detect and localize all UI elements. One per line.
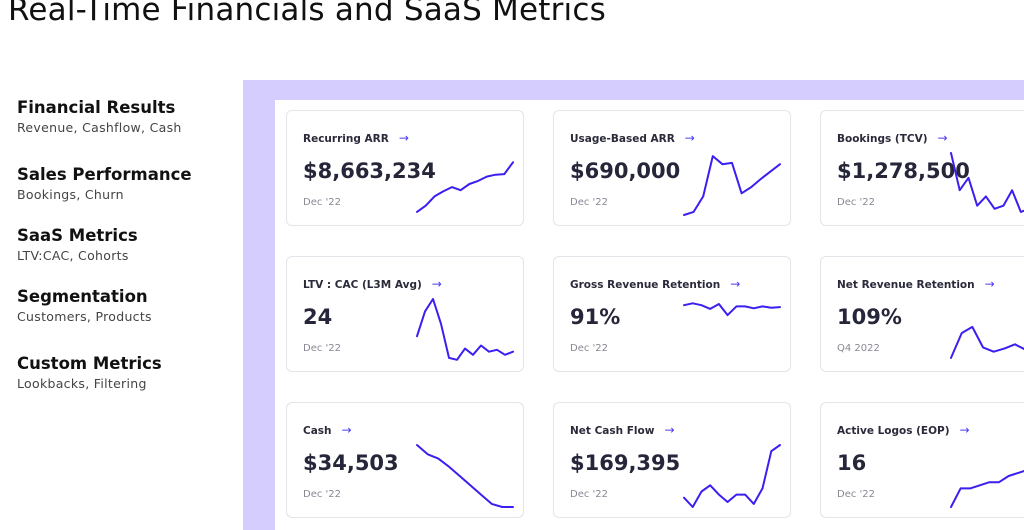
sparkline	[950, 152, 1024, 213]
metric-card[interactable]: Bookings (TCV) → $1,278,500 Dec '22	[820, 110, 1024, 226]
arrow-right-icon[interactable]: →	[398, 131, 409, 145]
card-title-text: Usage-Based ARR	[570, 133, 675, 145]
arrow-right-icon[interactable]: →	[959, 423, 970, 437]
sparkline-chart	[683, 302, 781, 317]
sparkline-chart	[416, 161, 514, 213]
arrow-right-icon[interactable]: →	[664, 423, 675, 437]
page-title: Real-Time Financials and SaaS Metrics	[8, 0, 606, 28]
card-value: 91%	[570, 305, 621, 329]
sparkline	[416, 161, 514, 213]
card-title-text: Cash	[303, 425, 332, 437]
arrow-right-icon[interactable]: →	[984, 277, 995, 291]
arrow-right-icon[interactable]: →	[937, 131, 948, 145]
arrow-right-icon[interactable]: →	[730, 277, 741, 291]
card-title[interactable]: Bookings (TCV) →	[837, 131, 948, 145]
card-title[interactable]: Cash →	[303, 423, 352, 437]
metric-card[interactable]: Active Logos (EOP) → 16 Dec '22	[820, 402, 1024, 518]
card-title-text: Active Logos (EOP)	[837, 425, 950, 437]
card-title-text: Net Revenue Retention	[837, 279, 975, 291]
nav-item-custom-metrics[interactable]: Custom Metrics Lookbacks, Filtering	[17, 354, 162, 391]
nav-heading: SaaS Metrics	[17, 226, 138, 245]
nav-subtitle: Customers, Products	[17, 309, 152, 324]
card-value: 16	[837, 451, 867, 475]
card-date: Dec '22	[303, 489, 342, 500]
sparkline-chart	[950, 325, 1024, 359]
nav-subtitle: Lookbacks, Filtering	[17, 376, 147, 391]
sparkline	[683, 155, 781, 216]
card-title-text: Net Cash Flow	[570, 425, 655, 437]
nav-subtitle: LTV:CAC, Cohorts	[17, 248, 129, 263]
sparkline	[950, 325, 1024, 359]
nav-item-financial-results[interactable]: Financial Results Revenue, Cashflow, Cas…	[17, 98, 182, 135]
sparkline	[950, 469, 1024, 508]
metric-card[interactable]: LTV : CAC (L3M Avg) → 24 Dec '22	[286, 256, 524, 372]
arrow-right-icon[interactable]: →	[684, 131, 695, 145]
metric-card[interactable]: Usage-Based ARR → $690,000 Dec '22	[553, 110, 791, 226]
sparkline	[683, 302, 781, 317]
card-value: $8,663,234	[303, 159, 436, 183]
card-date: Dec '22	[837, 489, 876, 500]
card-title[interactable]: Net Cash Flow →	[570, 423, 675, 437]
card-title[interactable]: Net Revenue Retention →	[837, 277, 995, 291]
card-title[interactable]: Usage-Based ARR →	[570, 131, 695, 145]
card-date: Dec '22	[303, 343, 342, 354]
sparkline-chart	[683, 155, 781, 216]
card-title-text: Recurring ARR	[303, 133, 389, 145]
sparkline-chart	[683, 444, 781, 508]
metric-card[interactable]: Recurring ARR → $8,663,234 Dec '22	[286, 110, 524, 226]
nav-item-sales-performance[interactable]: Sales Performance Bookings, Churn	[17, 165, 192, 202]
nav-heading: Custom Metrics	[17, 354, 162, 373]
nav-heading: Segmentation	[17, 287, 148, 306]
metric-card[interactable]: Cash → $34,503 Dec '22	[286, 402, 524, 518]
nav-item-saas-metrics[interactable]: SaaS Metrics LTV:CAC, Cohorts	[17, 226, 138, 263]
card-title[interactable]: Active Logos (EOP) →	[837, 423, 970, 437]
metric-card[interactable]: Net Cash Flow → $169,395 Dec '22	[553, 402, 791, 518]
card-title-text: Gross Revenue Retention	[570, 279, 721, 291]
metric-card[interactable]: Gross Revenue Retention → 91% Dec '22	[553, 256, 791, 372]
sparkline-chart	[416, 298, 514, 361]
nav-subtitle: Bookings, Churn	[17, 187, 124, 202]
card-title-text: Bookings (TCV)	[837, 133, 928, 145]
card-value: 109%	[837, 305, 902, 329]
nav-item-segmentation[interactable]: Segmentation Customers, Products	[17, 287, 152, 324]
sparkline	[416, 298, 514, 361]
sparkline	[416, 444, 514, 508]
card-value: 24	[303, 305, 333, 329]
metric-card[interactable]: Net Revenue Retention → 109% Q4 2022	[820, 256, 1024, 372]
card-date: Dec '22	[837, 197, 876, 208]
card-value: $34,503	[303, 451, 399, 475]
card-date: Dec '22	[570, 197, 609, 208]
card-value: $1,278,500	[837, 159, 970, 183]
arrow-right-icon[interactable]: →	[341, 423, 352, 437]
card-date: Q4 2022	[837, 343, 880, 354]
sparkline	[683, 444, 781, 508]
card-title-text: LTV : CAC (L3M Avg)	[303, 279, 422, 291]
card-date: Dec '22	[303, 197, 342, 208]
sparkline-chart	[416, 444, 514, 508]
card-title[interactable]: Gross Revenue Retention →	[570, 277, 740, 291]
card-date: Dec '22	[570, 489, 609, 500]
sparkline-chart	[950, 152, 1024, 213]
card-value: $690,000	[570, 159, 681, 183]
sparkline-chart	[950, 469, 1024, 508]
nav-subtitle: Revenue, Cashflow, Cash	[17, 120, 182, 135]
nav-heading: Financial Results	[17, 98, 176, 117]
card-date: Dec '22	[570, 343, 609, 354]
arrow-right-icon[interactable]: →	[431, 277, 442, 291]
card-value: $169,395	[570, 451, 681, 475]
card-title[interactable]: Recurring ARR →	[303, 131, 409, 145]
card-title[interactable]: LTV : CAC (L3M Avg) →	[303, 277, 442, 291]
nav-heading: Sales Performance	[17, 165, 192, 184]
